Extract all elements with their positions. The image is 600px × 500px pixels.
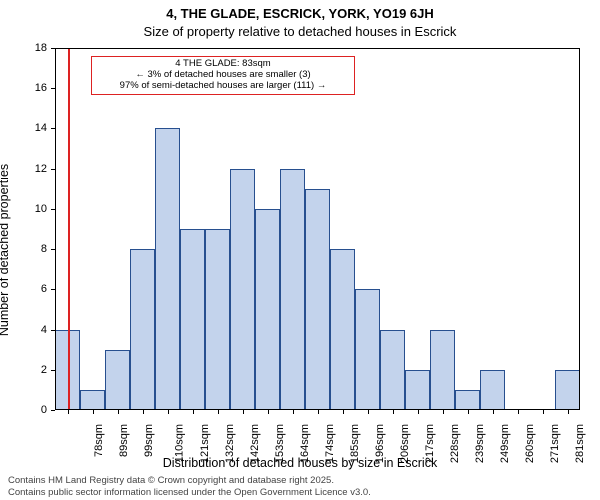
x-tick-mark [343,410,344,414]
bar [405,370,430,410]
bar [105,350,130,410]
x-tick-mark [168,410,169,414]
bar [80,390,105,410]
x-tick-label: 228sqm [449,424,461,463]
x-tick-mark [318,410,319,414]
x-tick-mark [93,410,94,414]
x-tick-label: 110sqm [173,424,185,462]
bar [130,249,155,410]
x-tick-label: 121sqm [199,424,211,463]
x-tick-label: 260sqm [524,424,536,463]
chart-container: 4, THE GLADE, ESCRICK, YORK, YO19 6JH Si… [0,0,600,500]
x-tick-mark [568,410,569,414]
y-tick-mark [51,410,55,411]
x-tick-mark [493,410,494,414]
footnote: Contains HM Land Registry data © Crown c… [8,475,371,498]
x-tick-label: 164sqm [299,424,311,463]
y-tick-label: 18 [23,42,47,54]
y-tick-label: 4 [23,324,47,336]
x-tick-label: 99sqm [143,424,155,457]
plot-area: 02468101214161878sqm89sqm99sqm110sqm121s… [55,48,580,410]
axis-line [55,48,580,49]
x-tick-mark [243,410,244,414]
bar [155,128,180,410]
x-tick-mark [193,410,194,414]
reference-line [68,48,70,410]
axis-line [55,48,56,410]
bar [330,249,355,410]
x-tick-label: 142sqm [249,424,261,463]
bar [555,370,580,410]
y-tick-label: 14 [23,122,47,134]
x-tick-label: 206sqm [399,424,411,463]
bar [355,289,380,410]
x-tick-mark [68,410,69,414]
bar [430,330,455,410]
bar [205,229,230,410]
x-tick-label: 271sqm [549,424,561,463]
annotation-box: 4 THE GLADE: 83sqm← 3% of detached house… [91,56,355,95]
x-tick-label: 239sqm [474,424,486,463]
x-tick-mark [543,410,544,414]
x-tick-label: 185sqm [349,424,361,463]
x-tick-mark [393,410,394,414]
y-axis-label: Number of detached properties [0,164,11,336]
bar [280,169,305,410]
footnote-line-2: Contains public sector information licen… [8,487,371,498]
bar [305,189,330,410]
x-tick-mark [368,410,369,414]
x-tick-label: 78sqm [93,424,105,457]
x-tick-mark [218,410,219,414]
annotation-line: 97% of semi-detached houses are larger (… [96,81,350,92]
x-tick-mark [468,410,469,414]
x-tick-mark [418,410,419,414]
x-tick-label: 281sqm [574,424,586,463]
footnote-line-1: Contains HM Land Registry data © Crown c… [8,475,371,486]
bar [380,330,405,410]
x-tick-mark [443,410,444,414]
y-tick-label: 10 [23,203,47,215]
y-tick-label: 2 [23,364,47,376]
x-tick-label: 132sqm [224,424,236,463]
chart-title: 4, THE GLADE, ESCRICK, YORK, YO19 6JH [0,6,600,21]
x-tick-mark [268,410,269,414]
axis-line [579,48,580,410]
x-tick-mark [143,410,144,414]
x-tick-label: 249sqm [499,424,511,463]
axis-line [55,409,580,410]
y-tick-label: 16 [23,82,47,94]
x-tick-label: 89sqm [118,424,130,457]
bar [480,370,505,410]
bar [180,229,205,410]
x-tick-label: 217sqm [424,424,436,463]
x-tick-label: 153sqm [274,424,286,463]
x-tick-label: 174sqm [324,424,336,463]
x-tick-label: 196sqm [374,424,386,463]
y-tick-label: 0 [23,404,47,416]
y-tick-label: 8 [23,243,47,255]
y-tick-label: 12 [23,163,47,175]
bar [255,209,280,410]
bar [455,390,480,410]
x-tick-mark [293,410,294,414]
x-tick-mark [518,410,519,414]
chart-subtitle: Size of property relative to detached ho… [0,24,600,39]
x-tick-mark [118,410,119,414]
bar [230,169,255,410]
y-tick-label: 6 [23,283,47,295]
